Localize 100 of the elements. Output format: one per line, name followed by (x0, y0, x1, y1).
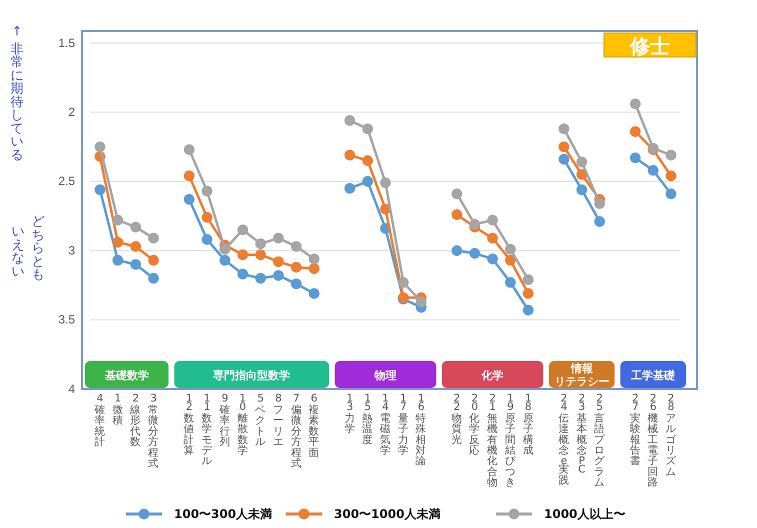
point (630, 152, 641, 164)
x-tick-label: 3 常微分方程式 (148, 392, 160, 470)
point (362, 155, 374, 166)
point (237, 224, 248, 236)
x-tick-label: 10 離散数学 (237, 392, 248, 457)
x-tick-label: 15 熱温度 (362, 392, 374, 446)
point (594, 216, 605, 227)
point (630, 98, 641, 110)
point (237, 249, 248, 260)
point (273, 270, 284, 281)
x-tick-label: 27 実験報告書 (628, 392, 641, 468)
x-tick-label: 17 量子力学 (398, 392, 409, 457)
y-tick-label: 1.5 (58, 36, 76, 50)
x-tick-label: 1 微積 (112, 392, 124, 427)
point (184, 170, 195, 182)
point (202, 186, 212, 196)
y-tick-label: 4 (68, 382, 76, 396)
category-label: 19 原子間結びつき (504, 392, 516, 489)
point (290, 241, 302, 252)
annotation: 専門指向型数学 (212, 369, 290, 382)
point (202, 234, 212, 245)
y-tick-label: 3.5 (58, 312, 76, 327)
point (558, 154, 570, 165)
point (487, 214, 498, 226)
point (576, 184, 588, 196)
y-tick-label: 2 (68, 105, 76, 120)
point (452, 209, 462, 220)
point (576, 169, 588, 180)
point (94, 184, 106, 196)
point (202, 212, 212, 223)
point (487, 254, 498, 264)
point (558, 123, 570, 134)
point (148, 254, 159, 266)
point (452, 188, 462, 200)
point (648, 164, 659, 176)
annotation: 情報リテラシー (554, 362, 610, 388)
point (576, 156, 588, 168)
point (94, 141, 106, 152)
point (344, 115, 356, 126)
point (273, 256, 284, 268)
point (290, 278, 302, 290)
point (505, 277, 516, 288)
x-tick-label: 13 力学 (344, 392, 356, 436)
x-tick-label: 20 化学反応 (469, 392, 480, 457)
point (666, 170, 676, 182)
point (469, 218, 480, 230)
x-tick-label: 7 偏微分方程式 (290, 392, 302, 470)
x-tick-label: 6 複素数平面 (308, 392, 320, 459)
x-tick-label: 2 線形代数 (129, 392, 142, 448)
x-tick-label: 18 原子構成 (522, 392, 534, 457)
point (148, 232, 159, 244)
y-tick-label: 2.5 (58, 174, 76, 188)
legend-label: 100〜300人未満 (174, 507, 272, 521)
category-label: 26 機械工電子回路 (648, 392, 659, 489)
point (666, 188, 676, 200)
category-label: 25 言語プログラム (594, 392, 606, 489)
point (416, 296, 427, 308)
text: いえない (12, 224, 24, 280)
point (398, 277, 409, 288)
point (666, 150, 676, 160)
point (452, 245, 462, 256)
point (594, 198, 605, 209)
point (487, 232, 498, 244)
annotation: 基礎数学 (104, 369, 149, 382)
point (220, 244, 230, 255)
annotation: 工学基礎 (630, 369, 676, 382)
x-tick-label: 8 フーリエ (272, 392, 284, 448)
point (522, 288, 534, 299)
point (344, 182, 356, 194)
point (344, 150, 356, 160)
point (469, 248, 480, 259)
text: どちらとも (32, 214, 44, 283)
point (184, 144, 195, 155)
point (522, 274, 534, 286)
x-tick-label: 5 ベクトル (255, 392, 266, 448)
point (112, 214, 124, 226)
point (505, 254, 516, 266)
point (505, 244, 516, 255)
x-tick-label: 12 数値計算 (184, 392, 195, 457)
point (630, 126, 641, 137)
point (308, 288, 320, 299)
x-tick-label: 11 数学モデル (202, 392, 214, 468)
point (308, 263, 320, 274)
point (184, 194, 195, 205)
point (362, 123, 374, 134)
point (112, 236, 124, 248)
x-tick-label: 14 電磁気学 (379, 392, 391, 457)
point (112, 254, 124, 266)
point (362, 176, 374, 187)
point (558, 141, 570, 152)
legend-label: 1000人以上〜 (544, 507, 626, 521)
point (255, 238, 266, 250)
point (237, 268, 248, 280)
point (220, 254, 230, 266)
point (130, 241, 142, 252)
x-tick-label: 23 基本概念PC (576, 392, 588, 476)
x-tick-label: 16 特殊相対論 (416, 392, 427, 468)
point (522, 304, 534, 316)
x-tick-label: 4 確率統計 (94, 392, 106, 448)
point (130, 259, 142, 270)
